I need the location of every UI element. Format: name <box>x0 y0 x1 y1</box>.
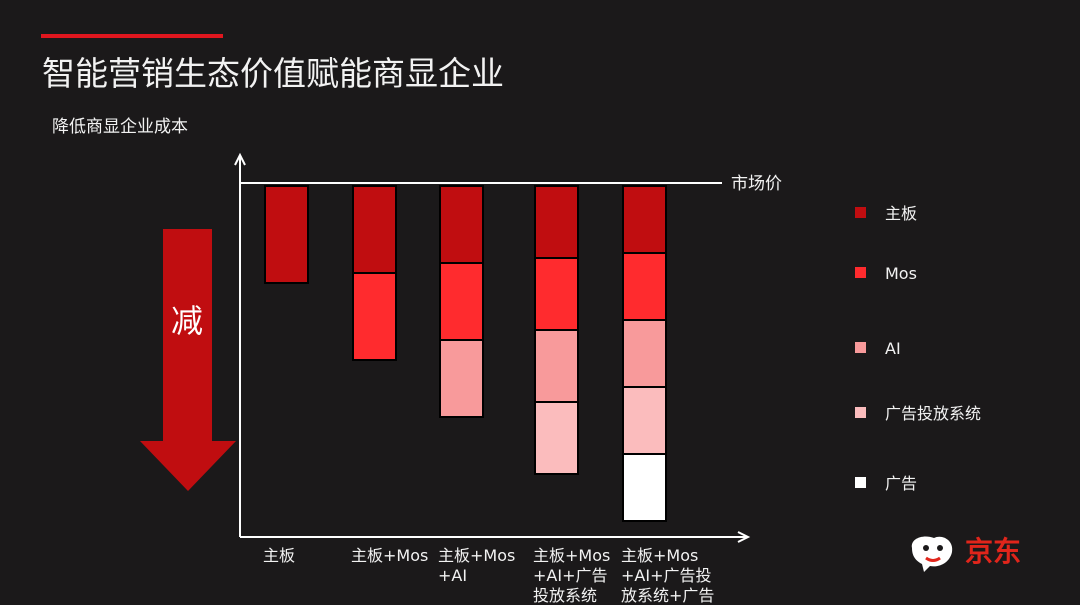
bar-segment <box>622 252 667 321</box>
logo-text: 京东 <box>965 535 1022 568</box>
jd-dog-logo-icon <box>911 536 953 572</box>
legend-label: AI <box>885 339 901 358</box>
bar-segment <box>622 185 667 254</box>
arrow-label: 减 <box>171 302 203 340</box>
bar-segment <box>264 185 309 284</box>
x-tick-label: 放系统+广告 <box>621 586 714 605</box>
bar-segment <box>534 257 579 331</box>
x-axis-arrowhead <box>737 531 751 543</box>
arrow-shape <box>140 229 236 491</box>
bar-segment <box>352 185 397 274</box>
bar-segment <box>622 453 667 522</box>
x-tick-label: 主板+Mos <box>621 546 698 565</box>
legend-label: 主板 <box>885 204 917 223</box>
bar-segment <box>622 319 667 388</box>
title-accent-line <box>41 34 223 38</box>
bar-segment <box>439 262 484 341</box>
legend-swatch <box>855 207 866 218</box>
x-tick-label: 主板+Mos <box>533 546 610 565</box>
x-tick-label: 主板+Mos <box>438 546 515 565</box>
page-title: 智能营销生态价值赋能商显企业 <box>42 54 504 93</box>
bar-segment <box>534 329 579 403</box>
x-tick-label: +AI+广告 <box>533 566 607 585</box>
bar-segment <box>439 185 484 264</box>
x-tick-label: 主板 <box>263 546 295 565</box>
x-tick-label: +AI+广告投 <box>621 566 711 585</box>
x-tick-label: 主板+Mos <box>351 546 428 565</box>
x-tick-label: +AI <box>438 566 467 585</box>
y-axis-arrowhead <box>234 152 246 166</box>
bar-segment <box>622 386 667 455</box>
x-tick-label: 投放系统 <box>533 586 597 605</box>
down-arrow-icon: 减 <box>140 229 236 491</box>
page-subtitle: 降低商显企业成本 <box>52 117 188 137</box>
bar-segment <box>439 339 484 418</box>
legend-swatch <box>855 267 866 278</box>
bar-segment <box>534 401 579 475</box>
legend-swatch <box>855 407 866 418</box>
bar-segment <box>534 185 579 259</box>
legend-swatch <box>855 477 866 488</box>
legend-label: Mos <box>885 264 917 283</box>
bar-segment <box>352 272 397 361</box>
market-price-label: 市场价 <box>731 174 782 194</box>
legend-label: 广告 <box>885 474 917 493</box>
legend-label: 广告投放系统 <box>885 404 981 423</box>
legend-swatch <box>855 342 866 353</box>
